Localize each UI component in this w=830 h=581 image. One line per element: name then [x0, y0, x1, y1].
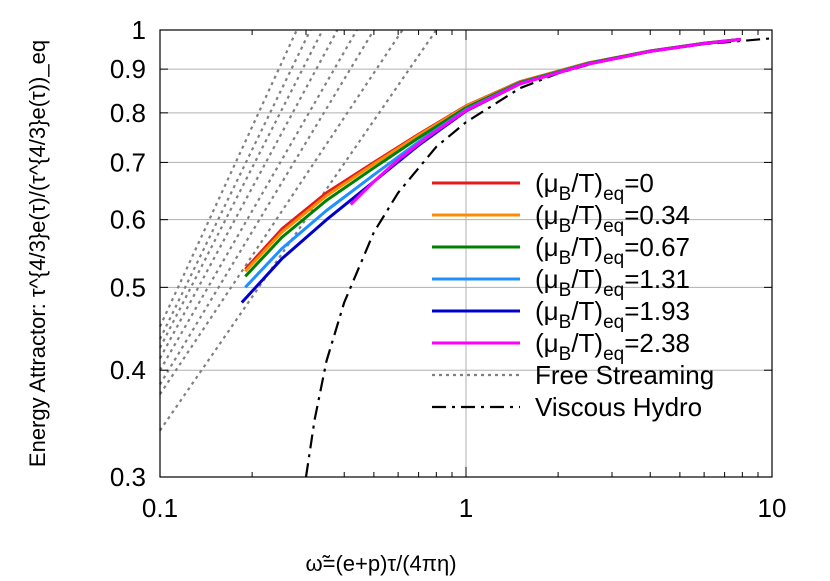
legend-text-part: (μ — [535, 264, 559, 294]
legend-text-part: (μ — [535, 232, 559, 262]
x-tick-label: 1 — [459, 493, 473, 523]
series-free-streaming-line-6 — [159, 29, 312, 340]
axis-ticks: 0.3 0.4 0.5 0.6 0.7 0.8 0.9 1 0.1 1 10 — [110, 15, 787, 523]
y-tick-label: 0.3 — [110, 462, 146, 492]
series-free-streaming-line-7 — [159, 29, 298, 327]
y-tick-label: 0.7 — [110, 147, 146, 177]
legend-text-part: /T) — [571, 200, 603, 230]
series-free-streaming-line-4 — [159, 29, 339, 359]
series-free-streaming-line-3 — [159, 29, 358, 371]
legend-entry: (μB/T)eq=0.34 — [535, 200, 690, 237]
legend-text-part: =0.34 — [624, 200, 690, 230]
legend-text-part: /T) — [571, 232, 603, 262]
legend-text-part: =1.93 — [624, 296, 690, 326]
legend-text-part: eq — [603, 280, 624, 301]
legend-text-part: eq — [603, 216, 624, 237]
legend-text-part: (μ — [535, 296, 559, 326]
legend-text-part: B — [559, 344, 572, 365]
y-tick-label: 0.6 — [110, 205, 146, 235]
series-free-streaming-line-5 — [159, 29, 324, 349]
x-axis-label: ω̃=(e+p)τ/(4πη) — [305, 551, 456, 576]
legend-entry: (μB/T)eq=2.38 — [535, 328, 690, 365]
y-tick-label: 1 — [132, 15, 146, 45]
legend-text-part: eq — [603, 248, 624, 269]
legend-entry: Free Streaming — [535, 360, 714, 390]
legend-entry: (μB/T)eq=1.93 — [535, 296, 690, 333]
legend-text-part: =2.38 — [624, 328, 690, 358]
legend-text-part: B — [559, 248, 572, 269]
legend-text-part: /T) — [571, 168, 603, 198]
legend-text-part: /T) — [571, 328, 603, 358]
legend-entry: (μB/T)eq=0 — [535, 168, 654, 205]
y-tick-label: 0.4 — [110, 355, 146, 385]
legend-text-part: =0.67 — [624, 232, 690, 262]
legend-text-part: (μ — [535, 168, 559, 198]
legend-text-part: eq — [603, 312, 624, 333]
legend-text-part: B — [559, 184, 572, 205]
legend-text-part: (μ — [535, 200, 559, 230]
y-tick-label: 0.5 — [110, 272, 146, 302]
legend-text-part: =0 — [624, 168, 654, 198]
plot-series — [159, 29, 773, 478]
y-tick-label: 0.9 — [110, 54, 146, 84]
legend-text-part: B — [559, 312, 572, 333]
series-free-streaming-line-2 — [159, 29, 375, 385]
legend-text-part: B — [559, 280, 572, 301]
legend-entry: (μB/T)eq=1.31 — [535, 264, 690, 301]
x-tick-label: 0.1 — [142, 493, 178, 523]
legend-text-part: eq — [603, 344, 624, 365]
x-tick-label: 10 — [758, 493, 787, 523]
y-tick-label: 0.8 — [110, 98, 146, 128]
y-axis-label: Energy Attractor: τ^{4/3}e(τ)/(τ^{4/3}e(… — [25, 40, 50, 467]
legend-text-part: =1.31 — [624, 264, 690, 294]
legend-entry: (μB/T)eq=0.67 — [535, 232, 690, 269]
legend-text-part: eq — [603, 184, 624, 205]
legend-text-part: (μ — [535, 328, 559, 358]
legend: (μB/T)eq=0(μB/T)eq=0.34(μB/T)eq=0.67(μB/… — [432, 168, 714, 422]
legend-text-part: B — [559, 216, 572, 237]
series-free-streaming-line-1 — [159, 29, 404, 395]
legend-text-part: /T) — [571, 264, 603, 294]
series-b-t-eq-2-38 — [349, 37, 741, 206]
legend-text-part: /T) — [571, 296, 603, 326]
legend-entry: Viscous Hydro — [535, 392, 702, 422]
